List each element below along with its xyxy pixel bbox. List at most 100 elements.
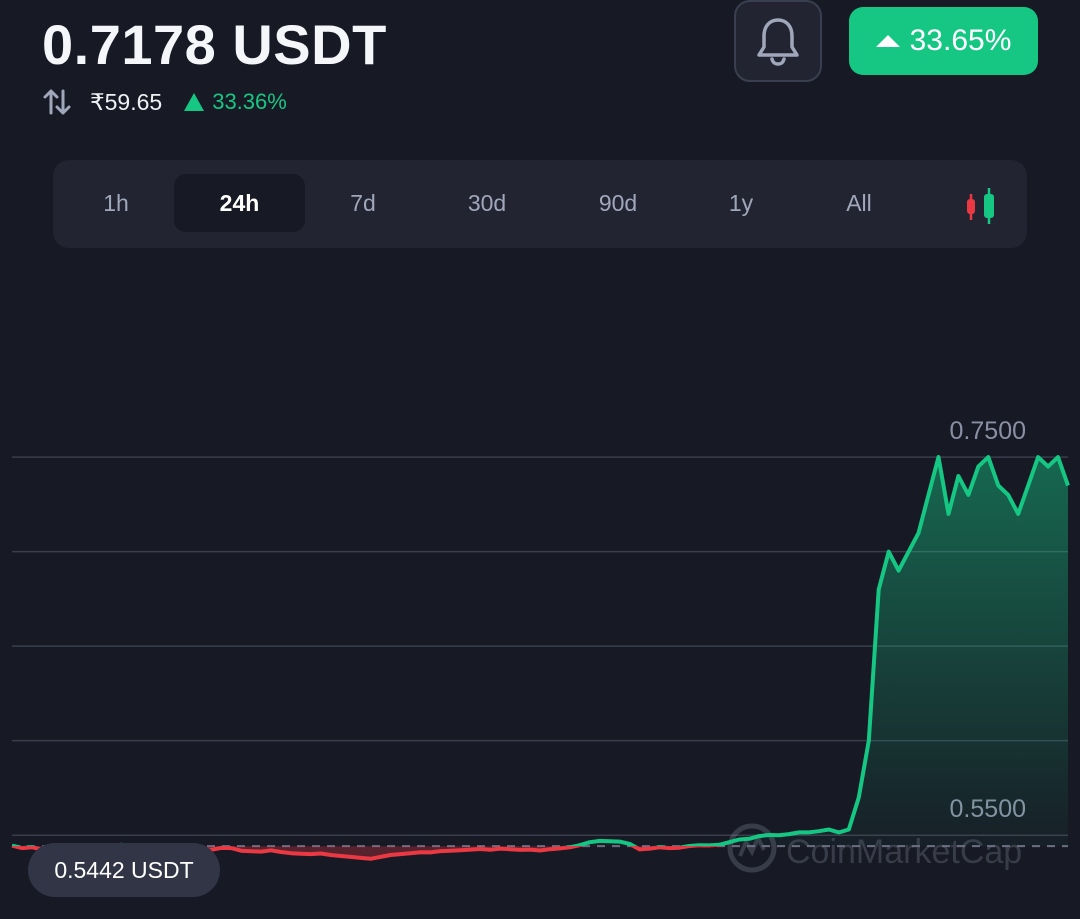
data-point bbox=[777, 833, 781, 837]
data-point bbox=[956, 474, 960, 478]
tab-all[interactable]: All bbox=[846, 190, 872, 216]
data-point bbox=[10, 844, 14, 848]
data-point bbox=[319, 852, 323, 856]
data-point bbox=[817, 829, 821, 833]
price-alert-button[interactable] bbox=[734, 0, 822, 82]
data-point bbox=[687, 844, 691, 848]
data-point bbox=[309, 852, 313, 856]
data-point bbox=[379, 855, 383, 859]
data-point bbox=[697, 843, 701, 847]
fiat-change: 33.36% bbox=[184, 89, 287, 115]
data-point bbox=[976, 465, 980, 469]
data-point bbox=[827, 828, 831, 832]
data-point bbox=[797, 830, 801, 834]
data-point bbox=[897, 569, 901, 573]
current-price: 0.7178 USDT bbox=[42, 13, 387, 76]
data-point bbox=[578, 843, 582, 847]
data-point bbox=[508, 847, 512, 851]
data-point bbox=[399, 852, 403, 856]
caret-up-icon bbox=[875, 35, 900, 47]
candlestick-icon[interactable] bbox=[961, 186, 1001, 226]
data-point bbox=[986, 455, 990, 459]
data-point bbox=[289, 851, 293, 855]
data-point bbox=[1046, 465, 1050, 469]
data-point bbox=[1036, 455, 1040, 459]
data-point bbox=[867, 739, 871, 743]
data-point bbox=[458, 848, 462, 852]
data-point bbox=[548, 847, 552, 851]
data-point bbox=[259, 850, 263, 854]
tab-7d[interactable]: 7d bbox=[350, 190, 376, 216]
low-price-label: 0.5442 USDT bbox=[28, 843, 220, 897]
data-point bbox=[299, 852, 303, 856]
data-point bbox=[787, 832, 791, 836]
data-point bbox=[1066, 483, 1070, 487]
data-point bbox=[249, 849, 253, 853]
data-point bbox=[438, 849, 442, 853]
data-point bbox=[996, 483, 1000, 487]
data-point bbox=[389, 853, 393, 857]
timeframe-selector: 1h 24h 7d 30d 90d 1y All bbox=[53, 160, 1027, 248]
data-point bbox=[30, 845, 34, 849]
data-point bbox=[807, 830, 811, 834]
data-point bbox=[369, 857, 373, 861]
data-point bbox=[767, 833, 771, 837]
data-point bbox=[966, 493, 970, 497]
data-point bbox=[329, 853, 333, 857]
data-point bbox=[1056, 455, 1060, 459]
data-point bbox=[907, 550, 911, 554]
data-point bbox=[717, 843, 721, 847]
data-point bbox=[618, 840, 622, 844]
swap-vertical-icon[interactable] bbox=[42, 87, 72, 117]
data-point bbox=[528, 848, 532, 852]
data-point bbox=[588, 840, 592, 844]
data-point bbox=[558, 846, 562, 850]
data-point bbox=[428, 850, 432, 854]
data-point bbox=[887, 550, 891, 554]
data-point bbox=[707, 843, 711, 847]
data-point bbox=[339, 854, 343, 858]
data-point bbox=[488, 848, 492, 852]
data-point bbox=[837, 830, 841, 834]
data-point bbox=[359, 856, 363, 860]
tab-24h[interactable]: 24h bbox=[174, 174, 305, 232]
data-point bbox=[737, 838, 741, 842]
price-subrow: ₹59.65 33.36% bbox=[42, 86, 287, 118]
data-point bbox=[638, 847, 642, 851]
tab-30d[interactable]: 30d bbox=[467, 190, 507, 216]
data-point bbox=[269, 848, 273, 852]
data-point bbox=[668, 846, 672, 850]
bell-icon bbox=[757, 18, 799, 66]
fiat-change-value: 33.36% bbox=[212, 89, 287, 114]
data-point bbox=[518, 848, 522, 852]
data-point bbox=[1026, 483, 1030, 487]
change-badge-value: 33.65% bbox=[909, 24, 1012, 57]
data-point bbox=[648, 847, 652, 851]
data-point bbox=[857, 795, 861, 799]
data-point bbox=[408, 851, 412, 855]
price-line-up bbox=[11, 455, 1070, 847]
fiat-price: ₹59.65 bbox=[90, 88, 163, 115]
data-point bbox=[927, 493, 931, 497]
data-point bbox=[658, 845, 662, 849]
data-point bbox=[448, 849, 452, 853]
data-point bbox=[847, 828, 851, 832]
tab-1y[interactable]: 1y bbox=[728, 190, 754, 216]
data-point bbox=[917, 531, 921, 535]
change-badge: 33.65% bbox=[849, 7, 1038, 75]
data-point bbox=[946, 512, 950, 516]
data-point bbox=[628, 842, 632, 846]
data-point bbox=[478, 847, 482, 851]
tab-90d[interactable]: 90d bbox=[598, 190, 638, 216]
data-point bbox=[747, 837, 751, 841]
data-point bbox=[1016, 512, 1020, 516]
data-point bbox=[727, 840, 731, 844]
data-point bbox=[229, 846, 233, 850]
data-point bbox=[498, 847, 502, 851]
tab-1h[interactable]: 1h bbox=[103, 190, 129, 216]
data-point bbox=[468, 848, 472, 852]
data-point bbox=[538, 849, 542, 853]
coinmarketcap-logo-icon bbox=[727, 823, 777, 873]
data-point bbox=[877, 587, 881, 591]
